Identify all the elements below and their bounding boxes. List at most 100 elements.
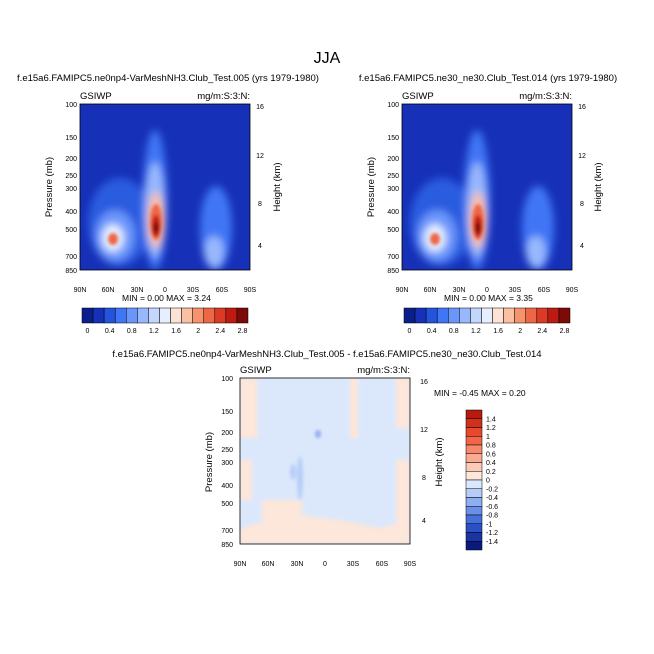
panel-2-contours-core — [430, 204, 484, 245]
colorbar-swatch — [536, 307, 549, 324]
colorbar-swatch — [470, 307, 482, 324]
panel-3-y2tick: 8 — [422, 475, 426, 482]
panel-1-frame — [79, 103, 251, 271]
colorbar-label: 2.8 — [238, 328, 248, 335]
panel-2-ylabel: Pressure (mb) — [366, 157, 377, 217]
colorbar-swatch — [465, 471, 483, 481]
panel-1-ytick: 400 — [65, 209, 77, 216]
colorbar-swatch — [192, 307, 204, 324]
colorbar-swatch — [103, 307, 116, 324]
colorbar-swatch — [465, 532, 483, 542]
panel-3-patch-mid-strip — [350, 378, 358, 438]
panel-1-ytick: 250 — [65, 173, 77, 180]
panel-2-xtick: 0 — [485, 287, 489, 294]
panel-1-ytick: 100 — [65, 102, 77, 109]
colorbar-swatch — [465, 506, 483, 516]
panel-2-ytick: 400 — [387, 209, 399, 216]
panel-3-frame — [239, 377, 411, 545]
panel-3-xtick: 30S — [347, 561, 360, 568]
panel-1-y2-ticks: 16 12 8 4 — [256, 104, 264, 250]
panel-3-ytick: 500 — [221, 501, 233, 508]
colorbar-label: -1.2 — [486, 530, 498, 537]
panel-1-xtick: 60N — [102, 287, 115, 294]
panel-2-y2label: Height (km) — [593, 162, 604, 211]
colorbar-swatch — [465, 427, 483, 437]
colorbar-swatch — [403, 307, 416, 324]
colorbar-swatch — [181, 307, 193, 324]
colorbar-label: 1.2 — [486, 425, 496, 432]
panel-1: f.e15a6.FAMIPC5.ne0np4-VarMeshNH3.Club_T… — [17, 73, 319, 335]
colorbar-swatch — [465, 488, 483, 498]
panel-2-xtick: 60S — [538, 287, 551, 294]
panel-2-ytick: 150 — [387, 135, 399, 142]
colorbar-swatch — [425, 307, 438, 324]
panel-3-xtick: 90N — [234, 561, 247, 568]
colorbar-label: 2.8 — [560, 328, 570, 335]
panel-3-ytick: 300 — [221, 460, 233, 467]
panel-1-ytick: 500 — [65, 227, 77, 234]
panel-2-stats: MIN = 0.00 MAX = 3.35 — [444, 293, 533, 303]
panel-1-y2tick: 4 — [258, 243, 262, 250]
panel-3-xtick: 0 — [323, 561, 327, 568]
colorbar-label: 0.8 — [449, 328, 459, 335]
colorbar-label: 1.2 — [149, 328, 159, 335]
panel-2-y2tick: 12 — [578, 153, 586, 160]
panel-3-ylabel: Pressure (mb) — [204, 432, 215, 492]
panel-3-negative-patches — [290, 430, 321, 500]
panel-3-ytick: 200 — [221, 430, 233, 437]
panel-1-colorbar: 0 0.4 0.8 1.2 1.6 2 2.4 2.8 — [81, 307, 249, 335]
panel-3-stats: MIN = -0.45 MAX = 0.20 — [434, 388, 526, 398]
panel-2-y2-ticks: 16 12 8 4 — [578, 104, 586, 250]
panel-3-ytick: 100 — [221, 376, 233, 383]
panel-1-contour-tropics-max — [153, 223, 159, 233]
figure-title: JJA — [314, 50, 341, 67]
panel-3-right-label: mg/m:S:3:N: — [357, 365, 410, 376]
colorbar-label: 2.4 — [215, 328, 225, 335]
panel-1-y2tick: 16 — [256, 104, 264, 111]
panel-2-left-label: GSIWP — [402, 91, 434, 102]
panel-2-xtick: 90N — [396, 287, 409, 294]
colorbar-swatch — [465, 418, 483, 428]
colorbar-label: -0.2 — [486, 486, 498, 493]
panel-1-plot-area — [80, 104, 250, 270]
colorbar-label: 0 — [408, 328, 412, 335]
panel-3-patch-neg-small — [290, 464, 296, 480]
colorbar-swatch — [465, 479, 483, 489]
panel-2-ytick: 100 — [387, 102, 399, 109]
panel-1-x-ticks: 90N 60N 30N 0 30S 60S 90S — [74, 287, 257, 294]
panel-3-patch-sh-right — [396, 460, 410, 544]
panel-2-ytick: 500 — [387, 227, 399, 234]
colorbar-label: -0.6 — [486, 504, 498, 511]
colorbar-swatch — [448, 307, 460, 324]
colorbar-swatch — [481, 307, 493, 324]
colorbar-label: 1.4 — [486, 416, 496, 423]
colorbar-label: 2.4 — [537, 328, 547, 335]
panel-1-ytick: 200 — [65, 156, 77, 163]
colorbar-label: 1.6 — [493, 328, 503, 335]
panel-2-contour-nh-core — [430, 233, 440, 245]
colorbar-label: 1.2 — [471, 328, 481, 335]
colorbar-swatch — [137, 307, 149, 324]
panel-1-contour-sh-mid — [204, 236, 224, 268]
colorbar-swatch — [465, 523, 483, 533]
colorbar-swatch — [414, 307, 427, 324]
panel-1-xtick: 30N — [131, 287, 144, 294]
colorbar-swatch — [465, 444, 483, 454]
panel-2-colorbar: 0 0.4 0.8 1.2 1.6 2 2.4 2.8 — [403, 307, 571, 335]
panel-2-ytick: 850 — [387, 268, 399, 275]
panel-2-xtick: 90S — [566, 287, 579, 294]
panel-3-positive-patches — [240, 378, 410, 544]
colorbar-label: -1 — [486, 521, 492, 528]
panel-3-left-label: GSIWP — [240, 365, 272, 376]
colorbar-swatch — [465, 436, 483, 446]
colorbar-label: -0.8 — [486, 513, 498, 520]
colorbar-label: 0 — [86, 328, 90, 335]
panel-1-xtick: 60S — [216, 287, 229, 294]
panel-3-patch-neg-tropics — [297, 456, 303, 500]
panel-3-ytick: 150 — [221, 409, 233, 416]
colorbar-swatch — [465, 514, 483, 524]
panel-1-left-label: GSIWP — [80, 91, 112, 102]
panel-3-y2tick: 16 — [420, 379, 428, 386]
colorbar-swatch — [126, 307, 138, 324]
